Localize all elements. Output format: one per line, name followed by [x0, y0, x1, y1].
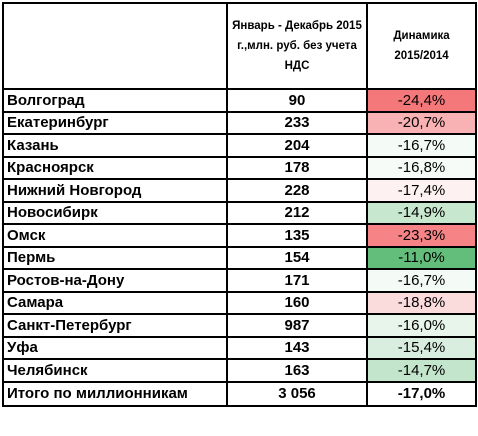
value-cell: 154: [226, 245, 368, 270]
dynamics-cell: -18,8%: [366, 290, 477, 315]
value-cell: 135: [226, 223, 368, 248]
dynamics-cell: -16,0%: [366, 313, 477, 338]
value-cell: 171: [226, 268, 368, 293]
table-row: Самара 160 -18,8%: [2, 290, 477, 315]
city-cell: Новосибирк: [2, 200, 228, 225]
city-cell: Ростов-на-Дону: [2, 268, 228, 293]
table-row: Санкт-Петербург 987 -16,0%: [2, 313, 477, 338]
header-row: Январь - Декабрь 2015 г.,млн. руб. без у…: [2, 2, 477, 90]
city-cell: Уфа: [2, 335, 228, 360]
dynamics-cell: -14,9%: [366, 200, 477, 225]
dynamics-cell: -16,7%: [366, 133, 477, 158]
value-cell: 987: [226, 313, 368, 338]
table-row: Уфа 143 -15,4%: [2, 335, 477, 360]
total-row: Итого по миллионникам 3 056 -17,0%: [2, 380, 477, 407]
city-cell: Красноярск: [2, 155, 228, 180]
header-city-cell: [2, 2, 228, 90]
city-cell: Нижний Новгород: [2, 178, 228, 203]
table-row: Пермь 154 -11,0%: [2, 245, 477, 270]
dynamics-cell: -14,7%: [366, 358, 477, 383]
value-cell: 160: [226, 290, 368, 315]
value-cell: 90: [226, 88, 368, 113]
dynamics-cell: -23,3%: [366, 223, 477, 248]
table-row: Челябинск 163 -14,7%: [2, 358, 477, 383]
table-row: Красноярск 178 -16,8%: [2, 155, 477, 180]
city-cell: Казань: [2, 133, 228, 158]
table-row: Ростов-на-Дону 171 -16,7%: [2, 268, 477, 293]
city-cell: Самара: [2, 290, 228, 315]
city-cell: Омск: [2, 223, 228, 248]
dynamics-cell: -24,4%: [366, 88, 477, 113]
city-cell: Челябинск: [2, 358, 228, 383]
value-cell: 163: [226, 358, 368, 383]
dynamics-cell: -15,4%: [366, 335, 477, 360]
table-row: Новосибирк 212 -14,9%: [2, 200, 477, 225]
table-row: Волгоград 90 -24,4%: [2, 88, 477, 113]
dynamics-cell: -11,0%: [366, 245, 477, 270]
dynamics-cell: -16,8%: [366, 155, 477, 180]
table-row: Нижний Новгород 228 -17,4%: [2, 178, 477, 203]
dynamics-cell: -16,7%: [366, 268, 477, 293]
table-body: Волгоград 90 -24,4% Екатеринбург 233 -20,7% …: [2, 88, 477, 407]
header-dynamics-cell: Динамика 2015/2014: [366, 2, 477, 90]
header-value-cell: Январь - Декабрь 2015 г.,млн. руб. без у…: [226, 2, 368, 90]
value-cell: 178: [226, 155, 368, 180]
total-value-cell: 3 056: [226, 380, 368, 407]
value-cell: 143: [226, 335, 368, 360]
total-dynamics-cell: -17,0%: [366, 380, 477, 407]
table-row: Омск 135 -23,3%: [2, 223, 477, 248]
value-cell: 212: [226, 200, 368, 225]
value-cell: 228: [226, 178, 368, 203]
city-cell: Санкт-Петербург: [2, 313, 228, 338]
city-cell: Пермь: [2, 245, 228, 270]
table-row: Екатеринбург 233 -20,7%: [2, 110, 477, 135]
city-cell: Волгоград: [2, 88, 228, 113]
sales-table: Январь - Декабрь 2015 г.,млн. руб. без у…: [2, 2, 477, 407]
dynamics-cell: -20,7%: [366, 110, 477, 135]
city-cell: Екатеринбург: [2, 110, 228, 135]
dynamics-cell: -17,4%: [366, 178, 477, 203]
value-cell: 233: [226, 110, 368, 135]
total-label-cell: Итого по миллионникам: [2, 380, 228, 407]
value-cell: 204: [226, 133, 368, 158]
table-row: Казань 204 -16,7%: [2, 133, 477, 158]
